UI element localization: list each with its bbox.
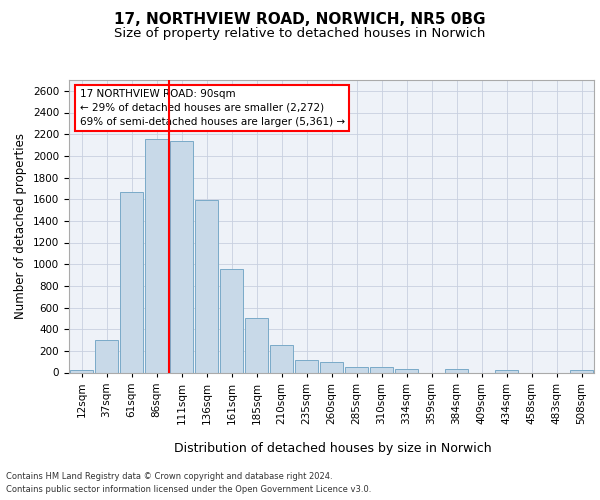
Bar xyxy=(569,370,593,372)
Text: Contains public sector information licensed under the Open Government Licence v3: Contains public sector information licen… xyxy=(6,485,371,494)
Bar xyxy=(395,368,418,372)
Bar xyxy=(95,340,118,372)
Text: Contains HM Land Registry data © Crown copyright and database right 2024.: Contains HM Land Registry data © Crown c… xyxy=(6,472,332,481)
Bar xyxy=(494,370,518,372)
Bar xyxy=(220,268,244,372)
Bar xyxy=(70,370,94,372)
Bar xyxy=(445,368,469,372)
Bar xyxy=(344,367,368,372)
Bar xyxy=(269,346,293,372)
Text: 17 NORTHVIEW ROAD: 90sqm
← 29% of detached houses are smaller (2,272)
69% of sem: 17 NORTHVIEW ROAD: 90sqm ← 29% of detach… xyxy=(79,89,344,127)
Y-axis label: Number of detached properties: Number of detached properties xyxy=(14,133,28,320)
Bar xyxy=(245,318,268,372)
Bar xyxy=(194,200,218,372)
Bar xyxy=(295,360,319,372)
Text: Size of property relative to detached houses in Norwich: Size of property relative to detached ho… xyxy=(115,28,485,40)
Bar xyxy=(145,138,169,372)
Bar xyxy=(320,362,343,372)
Text: Distribution of detached houses by size in Norwich: Distribution of detached houses by size … xyxy=(174,442,492,455)
Bar xyxy=(370,367,394,372)
Text: 17, NORTHVIEW ROAD, NORWICH, NR5 0BG: 17, NORTHVIEW ROAD, NORWICH, NR5 0BG xyxy=(114,12,486,28)
Bar xyxy=(119,192,143,372)
Bar xyxy=(170,140,193,372)
